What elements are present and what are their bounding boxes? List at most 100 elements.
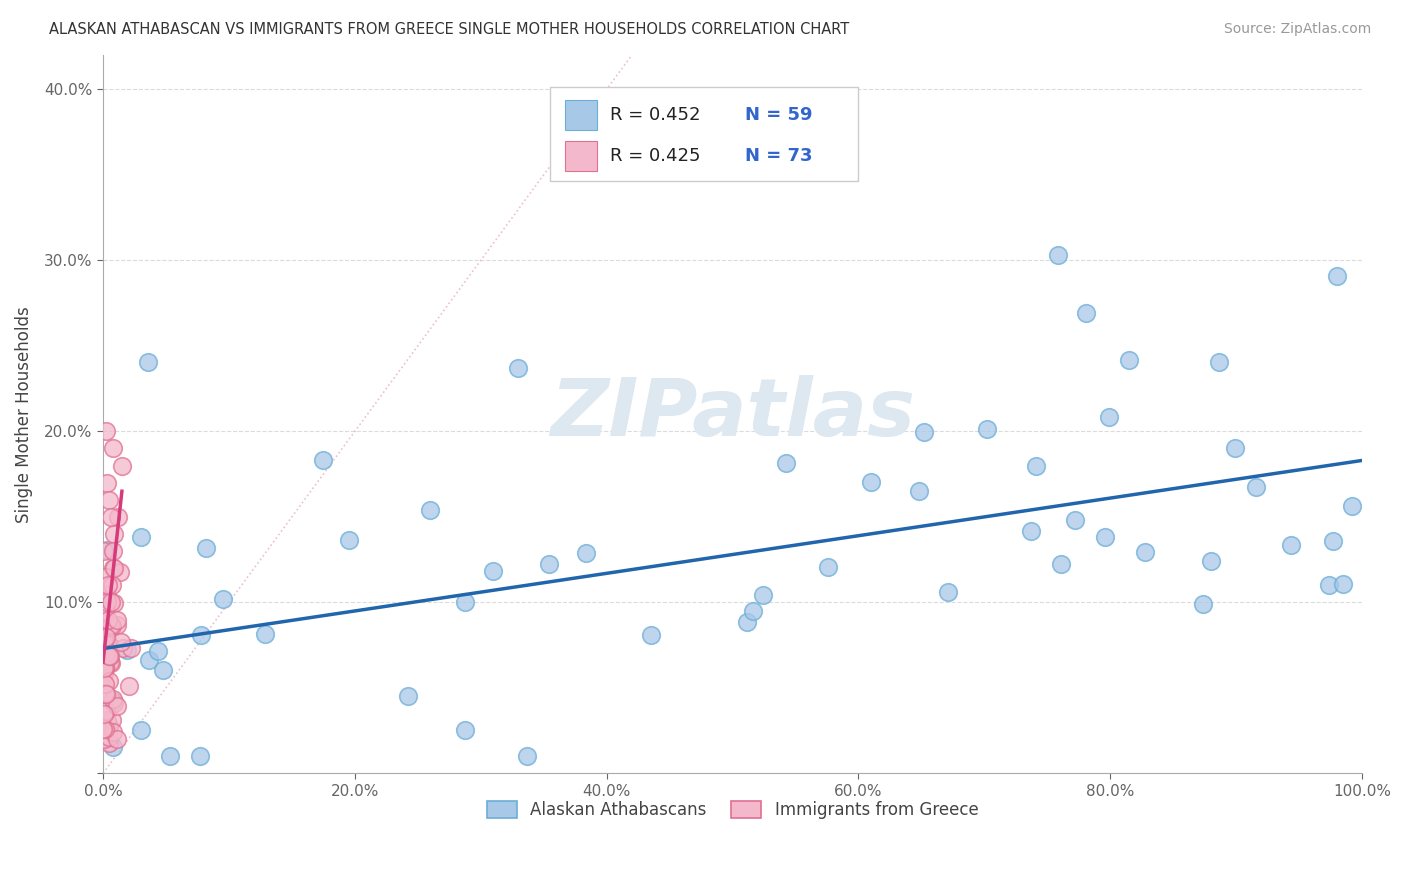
Text: Source: ZipAtlas.com: Source: ZipAtlas.com bbox=[1223, 22, 1371, 37]
Point bbox=[96, 475, 118, 490]
Point bbox=[396, 689, 419, 703]
Point bbox=[98, 719, 121, 733]
Point bbox=[454, 723, 477, 738]
Point bbox=[136, 354, 159, 368]
Point bbox=[97, 674, 120, 689]
Point bbox=[419, 503, 441, 517]
Point bbox=[538, 558, 561, 572]
Point bbox=[575, 546, 598, 560]
Point bbox=[1331, 577, 1354, 591]
Point bbox=[103, 596, 125, 610]
Point bbox=[735, 615, 758, 630]
Point bbox=[129, 723, 152, 738]
Point bbox=[118, 679, 141, 693]
Point bbox=[1208, 355, 1230, 369]
Point bbox=[190, 628, 212, 642]
Point bbox=[101, 713, 124, 727]
Point bbox=[93, 660, 115, 674]
Point bbox=[96, 637, 118, 651]
Point bbox=[195, 541, 218, 555]
Point bbox=[1326, 268, 1348, 283]
Point bbox=[96, 633, 118, 648]
Point bbox=[120, 640, 142, 655]
Point bbox=[742, 604, 765, 618]
Point bbox=[101, 739, 124, 754]
Point bbox=[482, 564, 505, 578]
Point bbox=[112, 641, 135, 656]
Point bbox=[98, 656, 121, 670]
Point bbox=[100, 617, 122, 632]
Point bbox=[101, 724, 124, 739]
Point bbox=[1192, 597, 1215, 611]
Point bbox=[97, 639, 120, 653]
Point bbox=[100, 595, 122, 609]
Point bbox=[98, 492, 121, 507]
Point bbox=[1064, 513, 1087, 527]
Point bbox=[93, 665, 115, 680]
Point bbox=[101, 578, 124, 592]
FancyBboxPatch shape bbox=[565, 141, 596, 170]
Point bbox=[94, 604, 117, 618]
Point bbox=[1135, 545, 1157, 559]
Point bbox=[1322, 533, 1344, 548]
Point bbox=[516, 749, 538, 764]
Point bbox=[93, 681, 115, 695]
Point bbox=[1225, 442, 1247, 456]
Point bbox=[454, 595, 477, 609]
Point bbox=[93, 661, 115, 675]
Point bbox=[93, 706, 115, 721]
Point bbox=[96, 589, 118, 603]
Point bbox=[1098, 410, 1121, 425]
Point bbox=[775, 456, 797, 470]
Point bbox=[817, 559, 839, 574]
Point bbox=[101, 561, 124, 575]
Point bbox=[94, 686, 117, 700]
Point bbox=[146, 644, 169, 658]
FancyBboxPatch shape bbox=[565, 100, 596, 130]
Y-axis label: Single Mother Households: Single Mother Households bbox=[15, 306, 32, 523]
Text: R = 0.425: R = 0.425 bbox=[610, 146, 702, 165]
Point bbox=[105, 699, 128, 714]
Point bbox=[93, 632, 115, 646]
Point bbox=[96, 687, 118, 701]
Point bbox=[640, 628, 662, 642]
Point bbox=[94, 677, 117, 691]
Point bbox=[1047, 248, 1070, 262]
Point bbox=[98, 730, 121, 744]
Point bbox=[98, 648, 121, 663]
Point bbox=[94, 648, 117, 663]
Point bbox=[96, 592, 118, 607]
Point bbox=[1094, 530, 1116, 544]
Point bbox=[108, 565, 131, 579]
Point bbox=[105, 732, 128, 747]
Point bbox=[94, 638, 117, 652]
Point bbox=[93, 661, 115, 675]
Point bbox=[129, 530, 152, 544]
Point bbox=[93, 661, 115, 675]
Point bbox=[96, 595, 118, 609]
Point bbox=[1118, 353, 1140, 368]
Point bbox=[105, 618, 128, 632]
Point bbox=[96, 570, 118, 584]
Point bbox=[1019, 524, 1042, 538]
Point bbox=[1341, 499, 1364, 513]
Point bbox=[110, 635, 132, 649]
Point bbox=[91, 722, 114, 736]
Point bbox=[138, 653, 160, 667]
Point bbox=[96, 637, 118, 651]
Point bbox=[337, 533, 360, 548]
Point bbox=[115, 642, 138, 657]
Point bbox=[93, 722, 115, 736]
Point bbox=[860, 475, 883, 490]
Point bbox=[94, 630, 117, 644]
Point bbox=[1244, 480, 1267, 494]
Point bbox=[94, 599, 117, 614]
Point bbox=[97, 578, 120, 592]
Point bbox=[752, 588, 775, 602]
Point bbox=[105, 613, 128, 627]
Point bbox=[103, 561, 125, 575]
Point bbox=[103, 527, 125, 541]
Point bbox=[96, 543, 118, 558]
Point bbox=[936, 584, 959, 599]
Point bbox=[1074, 305, 1097, 319]
